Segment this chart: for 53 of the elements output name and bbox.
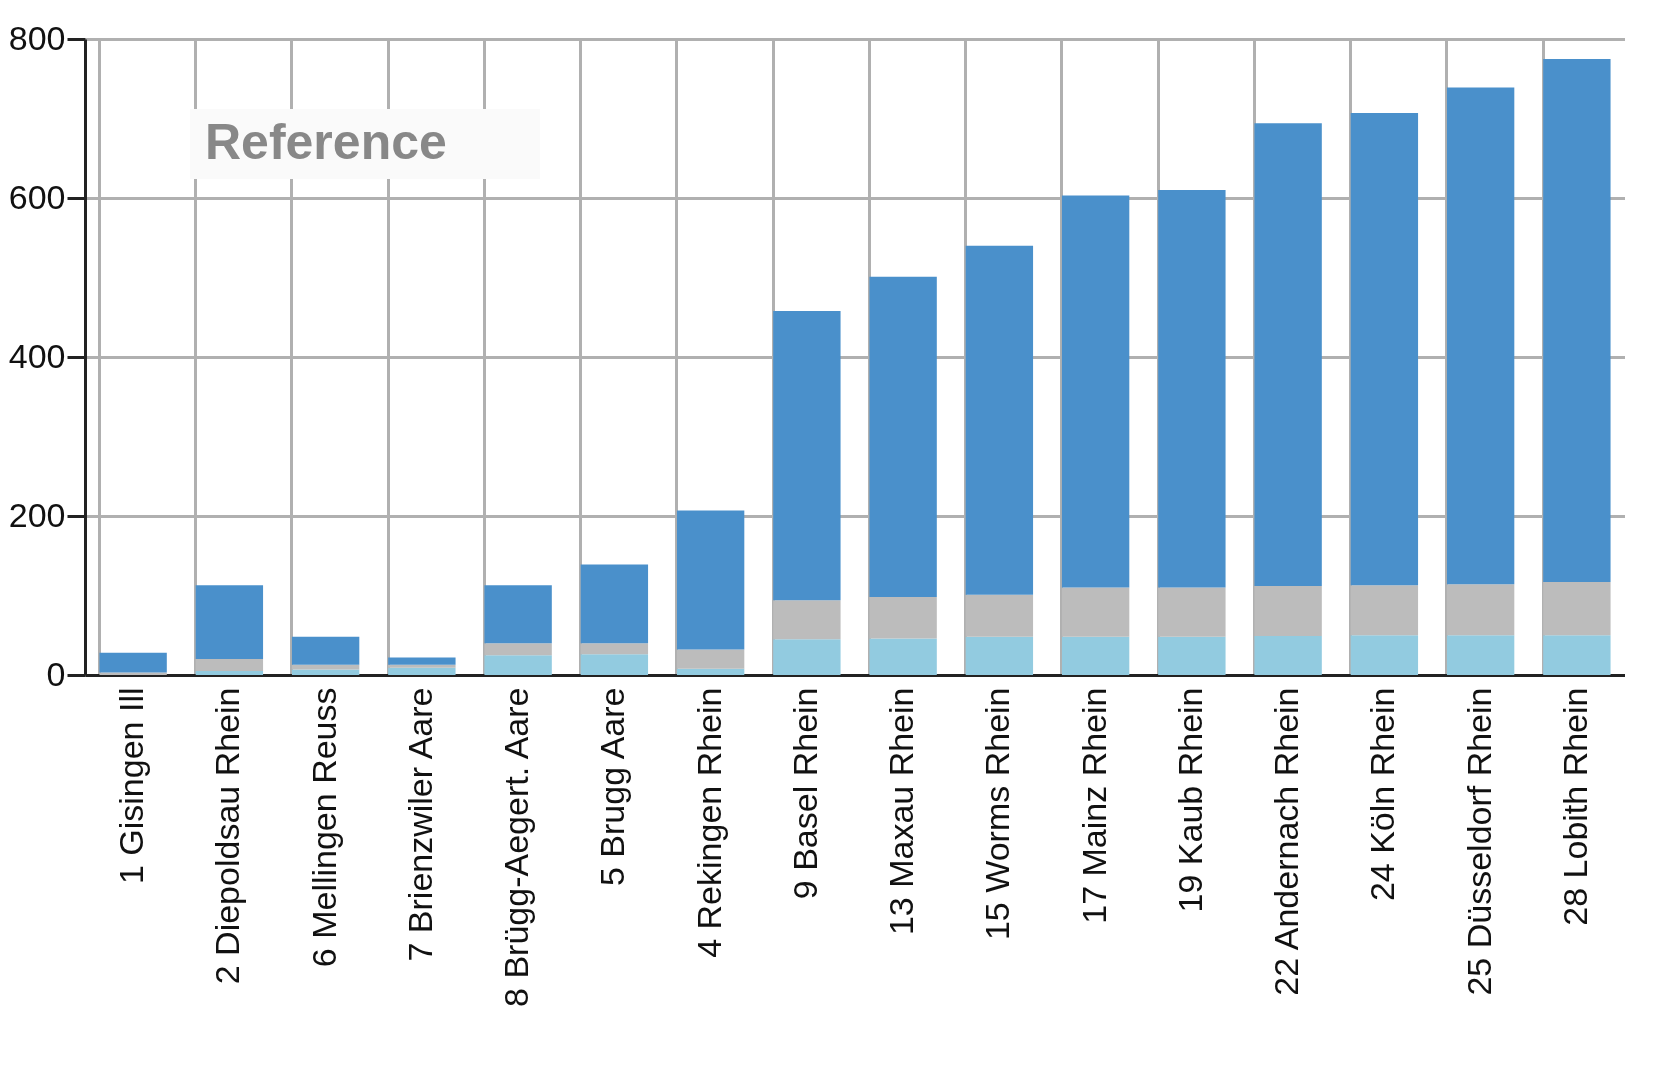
- x-tick-label: 1 Gisingen Ill: [112, 687, 151, 885]
- x-tick-label: 2 Diepoldsau Rhein: [208, 687, 247, 985]
- bar: [388, 667, 456, 675]
- x-tick-label: 17 Mainz Rhein: [1074, 687, 1113, 924]
- bar: [195, 585, 264, 660]
- bar: [1061, 195, 1130, 588]
- x-tick-label: 19 Kaub Rhein: [1170, 687, 1209, 913]
- bar: [676, 510, 745, 650]
- x-tick-label: 8 Brügg-Aegert. Aare: [497, 687, 536, 1007]
- x-tick-label: 6 Mellingen Reuss: [304, 687, 343, 968]
- bar: [1061, 636, 1130, 675]
- bar: [965, 636, 1034, 675]
- bar: [580, 564, 649, 644]
- x-tick-label: 5 Brugg Aare: [593, 687, 632, 886]
- bar: [1446, 87, 1515, 585]
- bar: [1446, 635, 1515, 675]
- bar: [484, 585, 552, 644]
- bar: [869, 276, 937, 598]
- bar: [1158, 190, 1226, 588]
- bar: [676, 668, 745, 675]
- bar: [1543, 635, 1611, 675]
- bar: [773, 310, 841, 601]
- bar: [195, 671, 264, 675]
- y-tick-label: 400: [8, 336, 66, 375]
- y-tick-label: 0: [46, 654, 66, 693]
- x-tick-label: 7 Brienzwiler Aare: [400, 687, 439, 962]
- y-tick-label: 600: [8, 177, 66, 216]
- bar: [1254, 123, 1322, 586]
- x-tick-label: 28 Lobith Rhein: [1555, 687, 1594, 926]
- bar: [1350, 635, 1419, 675]
- x-tick-label: 15 Worms Rhein: [978, 687, 1017, 941]
- bar: [965, 245, 1034, 595]
- bar: [1254, 636, 1322, 675]
- bar: [388, 657, 456, 665]
- bar: [291, 669, 360, 675]
- bar: [773, 639, 841, 675]
- bar: [291, 636, 360, 665]
- bar: [580, 654, 649, 675]
- bar: [99, 652, 167, 673]
- annotation: Reference: [205, 114, 447, 170]
- bar: [484, 655, 552, 675]
- bar: [1158, 636, 1226, 675]
- y-tick-label: 200: [8, 495, 66, 534]
- x-tick-label: 22 Andernach Rhein: [1267, 687, 1306, 996]
- x-tick-label: 24 Köln Rhein: [1363, 687, 1402, 902]
- y-tick-label: 800: [8, 18, 66, 57]
- bar: [869, 638, 937, 675]
- x-tick-label: 25 Düsseldorf Rhein: [1459, 687, 1498, 996]
- bar: [1543, 58, 1611, 582]
- x-tick-label: 4 Rekingen Rhein: [689, 687, 728, 958]
- x-tick-label: 13 Maxau Rhein: [882, 687, 921, 936]
- bar: [1350, 112, 1419, 586]
- x-tick-label: 9 Basel Rhein: [785, 687, 824, 900]
